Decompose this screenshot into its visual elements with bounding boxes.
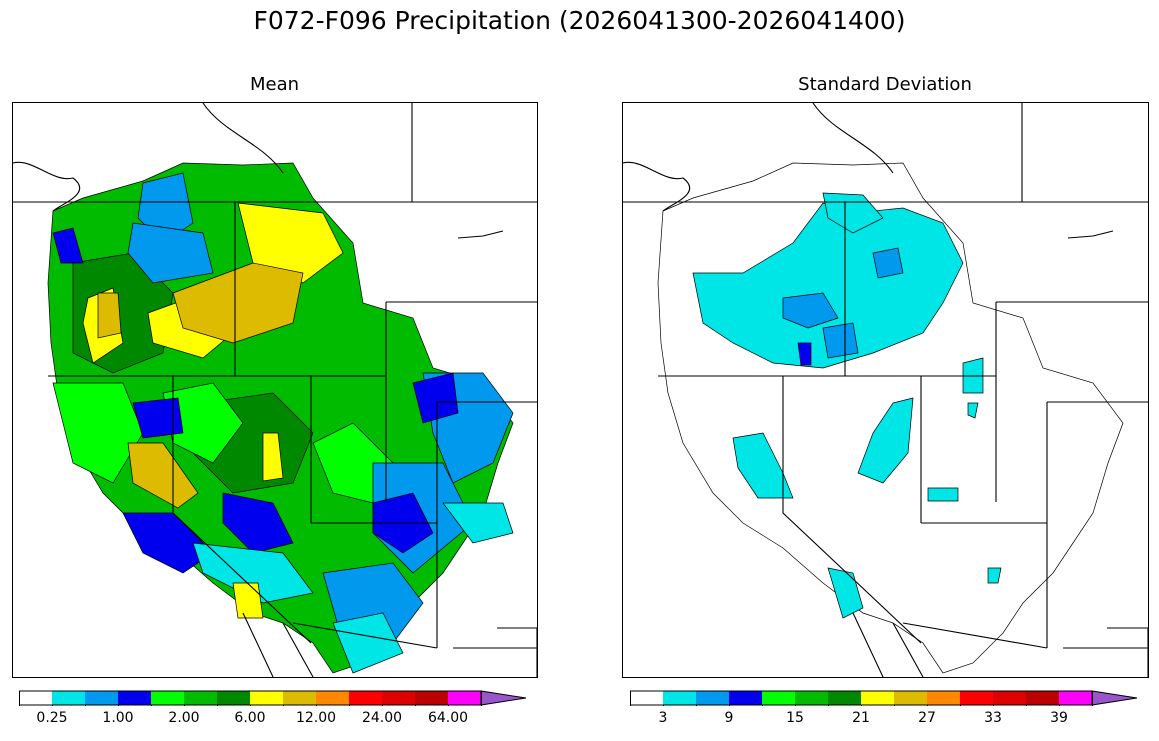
colorbar-swatch [993, 691, 1026, 705]
colorbar-swatch [316, 691, 349, 705]
colorbar-swatch [250, 691, 283, 705]
basin-region [52, 382, 144, 484]
basin-region [262, 432, 284, 482]
stddev-borders [623, 103, 1148, 677]
colorbar-swatch [85, 691, 118, 705]
colorbar-tick-label: 6.00 [234, 710, 266, 726]
basin-region [797, 342, 812, 366]
colorbar-swatch [828, 691, 861, 705]
figure-title: F072-F096 Precipitation (2026041300-2026… [253, 6, 906, 35]
colorbar-tick-label: 1.00 [102, 710, 134, 726]
colorbar-swatch [663, 691, 696, 705]
colorbar-swatch [52, 691, 85, 705]
colorbar-tick-label: 0.25 [36, 710, 68, 726]
colorbar-swatch [184, 691, 217, 705]
basin-region [732, 432, 794, 499]
basin-region [872, 247, 904, 279]
colorbar-swatch [729, 691, 762, 705]
colorbar-swatch [382, 691, 415, 705]
colorbar-tick-label: 24.00 [361, 710, 403, 726]
mean-borders [13, 103, 537, 677]
stddev-panel-title: Standard Deviation [798, 74, 972, 95]
mean-map [12, 102, 538, 678]
colorbar-extend-arrow [1091, 690, 1138, 706]
colorbar-swatch [861, 691, 894, 705]
colorbar-swatch [927, 691, 960, 705]
basin-region [412, 372, 459, 424]
basin-region [97, 292, 122, 339]
mean-colorbar [19, 690, 531, 706]
colorbar-swatch [1026, 691, 1059, 705]
colorbar-tick-label: 2.00 [168, 710, 200, 726]
colorbar-swatch [696, 691, 729, 705]
colorbar-swatch [283, 691, 316, 705]
mean-panel-title: Mean [249, 74, 300, 95]
basin-region [122, 512, 214, 574]
colorbar-tick-label: 9 [724, 710, 734, 726]
colorbar-swatch [795, 691, 828, 705]
colorbar-swatch [118, 691, 151, 705]
colorbar-swatch [894, 691, 927, 705]
basin-region [232, 582, 264, 619]
basin-region [987, 567, 1002, 584]
basin-region [332, 612, 404, 674]
colorbar-extend-arrow [480, 690, 527, 706]
stddev-map [622, 102, 1149, 678]
colorbar-tick-label: 27 [918, 710, 936, 726]
colorbar-swatch [19, 691, 52, 705]
colorbar-tick-label: 39 [1050, 710, 1068, 726]
colorbar-swatch [630, 691, 663, 705]
basin-region [822, 322, 859, 359]
basin-region [782, 292, 839, 329]
colorbar-swatch [1059, 691, 1092, 705]
basin-region [927, 487, 959, 502]
colorbar-swatch [762, 691, 795, 705]
basin-region [192, 542, 314, 604]
colorbar-swatch [349, 691, 382, 705]
colorbar-swatch [960, 691, 993, 705]
basin-region [132, 397, 184, 439]
colorbar-tick-label: 12.00 [295, 710, 337, 726]
basin-region [857, 397, 914, 484]
mean-basins [47, 162, 514, 674]
basin-region [222, 492, 294, 554]
colorbar-tick-label: 21 [852, 710, 870, 726]
colorbar-swatch [448, 691, 481, 705]
colorbar-tick-label: 15 [786, 710, 804, 726]
basin-region [52, 227, 84, 264]
basin-region [127, 442, 199, 509]
colorbar-swatch [151, 691, 184, 705]
colorbar-swatch [415, 691, 448, 705]
colorbar-tick-label: 3 [658, 710, 668, 726]
stddev-basins [657, 162, 1124, 674]
stddev-colorbar [630, 690, 1142, 706]
colorbar-tick-label: 33 [984, 710, 1002, 726]
basin-region [442, 502, 514, 544]
colorbar-tick-label: 64.00 [427, 710, 469, 726]
basin-region [692, 202, 964, 369]
basin-region [967, 402, 979, 419]
basin-region [237, 202, 344, 284]
basin-region [127, 222, 214, 284]
basin-region [172, 262, 304, 344]
basin-region [822, 192, 884, 234]
colorbar-swatch [217, 691, 250, 705]
